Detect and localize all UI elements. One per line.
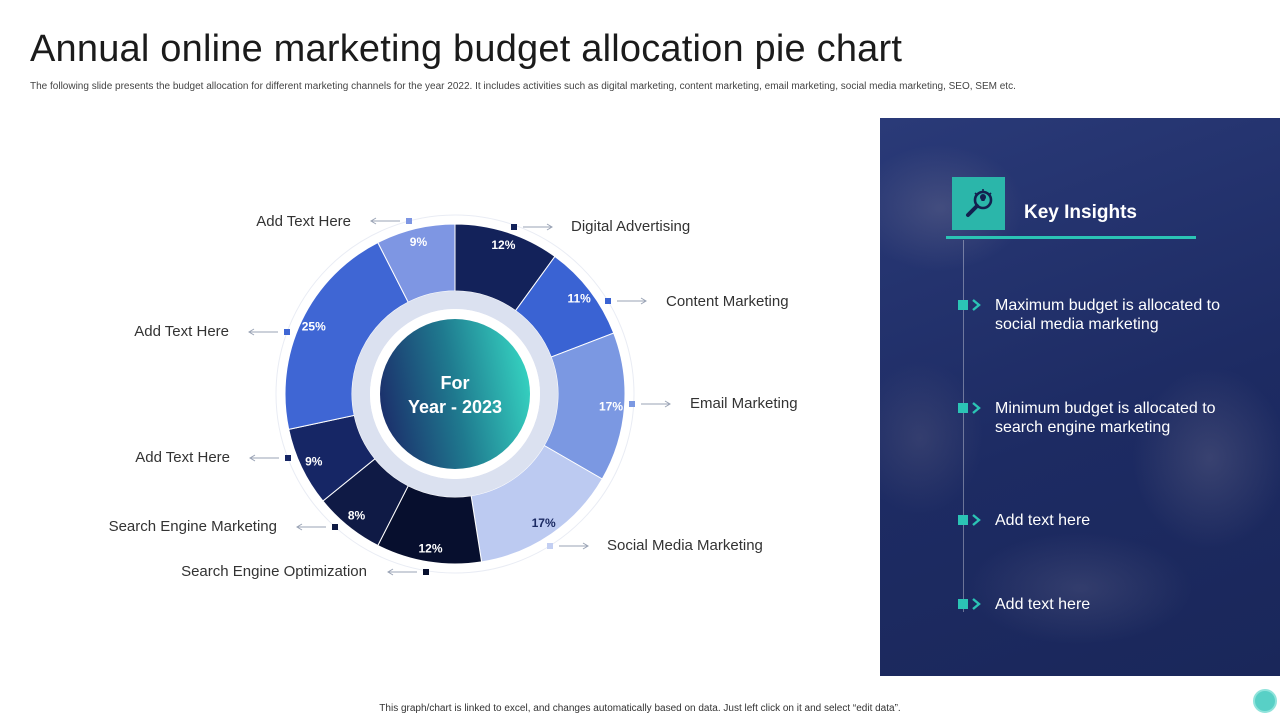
key-insights-panel: Key Insights Maximum budget is allocated… (880, 118, 1280, 676)
legend-marker (423, 569, 429, 575)
slice-category-label: Digital Advertising (571, 218, 690, 235)
slice-category-label: Search Engine Optimization (181, 563, 367, 580)
slice-category-label: Search Engine Marketing (109, 518, 277, 535)
arrow-head (249, 454, 256, 462)
slice-value-label: 25% (302, 320, 326, 334)
insight-text: Maximum budget is allocated to social me… (995, 297, 1220, 333)
arrow-head (296, 523, 303, 531)
legend-marker (605, 298, 611, 304)
inner-ring-band (352, 291, 558, 497)
bullet-square-icon (958, 599, 968, 609)
chevron-right-icon (972, 402, 981, 414)
arrow-head (248, 328, 255, 336)
arrow-head (664, 400, 671, 408)
legend-marker (284, 329, 290, 335)
chart-footnote: This graph/chart is linked to excel, and… (379, 703, 901, 714)
chart-outer-ring (275, 214, 635, 574)
slice-value-label: 11% (567, 292, 591, 306)
center-label-line1: For (441, 373, 470, 393)
insight-text: Add text here (995, 512, 1091, 529)
page-subtitle: The following slide presents the budget … (30, 81, 1016, 92)
legend-marker (285, 455, 291, 461)
key-insights-title: Key Insights (1024, 202, 1137, 223)
slice-category-label: Email Marketing (690, 395, 798, 412)
slice-value-label: 8% (348, 509, 366, 523)
legend-marker (332, 524, 338, 530)
slice-value-label: 17% (532, 516, 556, 530)
slice-value-label: 9% (410, 235, 428, 249)
slice-value-label: 9% (305, 454, 323, 468)
page-title: Annual online marketing budget allocatio… (30, 28, 903, 70)
arrow-head (387, 568, 394, 576)
insight-text: Add text here (995, 596, 1091, 613)
lightbulb-magnifier-icon (952, 177, 1005, 230)
center-label-line2: Year - 2023 (408, 397, 502, 417)
bullet-square-icon (958, 300, 968, 310)
insight-text: Minimum budget is allocated to search en… (995, 400, 1216, 436)
corner-circle-icon[interactable] (1253, 689, 1277, 713)
arrow-head (582, 542, 589, 550)
legend-marker (406, 218, 412, 224)
legend-marker (629, 401, 635, 407)
arrow-head (640, 297, 647, 305)
slice-category-label: Add Text Here (135, 449, 230, 466)
slice-category-label: Add Text Here (134, 323, 229, 340)
center-circle (380, 319, 530, 469)
key-insights-underline (946, 236, 1196, 239)
arrow-head (370, 217, 377, 225)
bullet-square-icon (958, 515, 968, 525)
insights-timeline (963, 240, 964, 612)
slice-value-label: 17% (599, 399, 623, 413)
slice-category-label: Social Media Marketing (607, 537, 763, 554)
chevron-right-icon (972, 598, 981, 610)
legend-marker (511, 224, 517, 230)
bullet-square-icon (958, 403, 968, 413)
chevron-right-icon (972, 299, 981, 311)
slice-category-label: Add Text Here (256, 213, 351, 230)
chevron-right-icon (972, 514, 981, 526)
slice-value-label: 12% (419, 542, 443, 556)
budget-donut-chart[interactable]: 12% Digital Advertising 11% Content Marketi… (100, 200, 820, 590)
slice-value-label: 12% (491, 238, 515, 252)
legend-marker (547, 543, 553, 549)
slice-category-label: Content Marketing (666, 293, 789, 310)
arrow-head (546, 223, 553, 231)
